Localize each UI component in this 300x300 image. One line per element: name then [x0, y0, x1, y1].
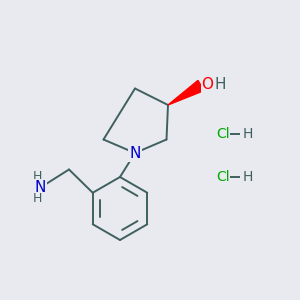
Polygon shape [168, 80, 204, 105]
Text: N: N [129, 146, 141, 160]
Text: N: N [35, 180, 46, 195]
Text: Cl: Cl [216, 170, 230, 184]
Text: H: H [33, 169, 42, 183]
Text: H: H [242, 170, 253, 184]
Text: H: H [33, 192, 42, 206]
Text: Cl: Cl [216, 127, 230, 140]
Text: H: H [215, 77, 226, 92]
Text: H: H [242, 127, 253, 140]
Text: O: O [202, 77, 214, 92]
